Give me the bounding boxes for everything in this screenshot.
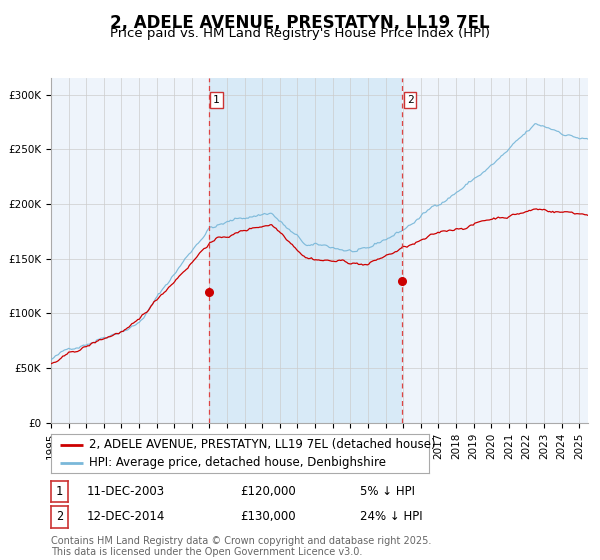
Text: Price paid vs. HM Land Registry's House Price Index (HPI): Price paid vs. HM Land Registry's House … — [110, 27, 490, 40]
Text: 1: 1 — [56, 485, 63, 498]
Text: 1: 1 — [213, 95, 220, 105]
Text: HPI: Average price, detached house, Denbighshire: HPI: Average price, detached house, Denb… — [89, 456, 386, 469]
Text: 2, ADELE AVENUE, PRESTATYN, LL19 7EL: 2, ADELE AVENUE, PRESTATYN, LL19 7EL — [110, 14, 490, 32]
Text: £130,000: £130,000 — [240, 510, 296, 524]
Bar — [209, 78, 402, 423]
Text: £120,000: £120,000 — [240, 485, 296, 498]
Text: 2: 2 — [56, 510, 63, 524]
Text: 12-DEC-2014: 12-DEC-2014 — [87, 510, 166, 524]
Text: Contains HM Land Registry data © Crown copyright and database right 2025.
This d: Contains HM Land Registry data © Crown c… — [51, 535, 431, 557]
Text: 24% ↓ HPI: 24% ↓ HPI — [360, 510, 422, 524]
Text: 11-DEC-2003: 11-DEC-2003 — [87, 485, 165, 498]
Text: 5% ↓ HPI: 5% ↓ HPI — [360, 485, 415, 498]
Text: 2, ADELE AVENUE, PRESTATYN, LL19 7EL (detached house): 2, ADELE AVENUE, PRESTATYN, LL19 7EL (de… — [89, 438, 436, 451]
Text: 2: 2 — [407, 95, 413, 105]
